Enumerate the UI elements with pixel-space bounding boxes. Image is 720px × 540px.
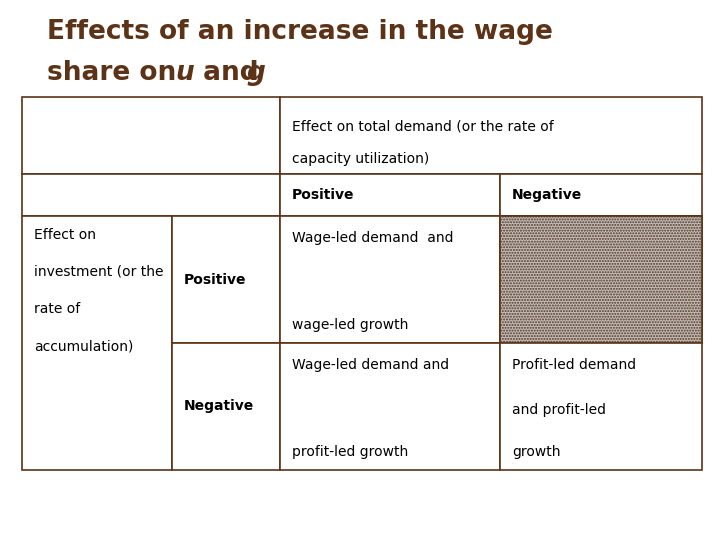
- Text: profit-led growth: profit-led growth: [292, 444, 408, 458]
- Text: g: g: [246, 59, 265, 85]
- Text: Positive: Positive: [292, 188, 354, 202]
- Text: rate of: rate of: [34, 302, 80, 316]
- Text: Positive: Positive: [184, 273, 246, 287]
- Text: Profit-led demand: Profit-led demand: [512, 358, 636, 372]
- Text: and profit-led: and profit-led: [512, 403, 606, 417]
- Text: Effect on total demand (or the rate of: Effect on total demand (or the rate of: [292, 119, 554, 133]
- Text: u: u: [175, 59, 194, 85]
- Bar: [22, 173, 280, 217]
- Bar: [280, 217, 500, 343]
- Text: ⌂: ⌂: [566, 488, 584, 515]
- Bar: [171, 343, 280, 470]
- Bar: [280, 97, 702, 173]
- Bar: [22, 97, 280, 173]
- Bar: [22, 217, 171, 470]
- Text: investment (or the: investment (or the: [34, 265, 163, 279]
- Text: Effect on: Effect on: [34, 228, 96, 241]
- Text: accumulation): accumulation): [34, 339, 133, 353]
- Text: Third International Summer School on Keynesian Macroeconomics and: Third International Summer School on Key…: [62, 491, 456, 502]
- Bar: [500, 217, 702, 343]
- Text: and: and: [194, 59, 268, 85]
- Text: share on: share on: [47, 59, 185, 85]
- Text: Negative: Negative: [184, 400, 254, 414]
- Text: uOttawa: uOttawa: [629, 497, 694, 512]
- Bar: [500, 217, 702, 343]
- Bar: [171, 217, 280, 343]
- Bar: [500, 343, 702, 470]
- Text: European Economic Policies, Berlin, 31 July - 7 August 2011: European Economic Policies, Berlin, 31 J…: [94, 515, 425, 525]
- Text: Wage-led demand  and: Wage-led demand and: [292, 231, 454, 245]
- Text: Effects of an increase in the wage: Effects of an increase in the wage: [47, 19, 553, 45]
- Text: Wage-led demand and: Wage-led demand and: [292, 358, 449, 372]
- Bar: [500, 173, 702, 217]
- Text: capacity utilization): capacity utilization): [292, 152, 429, 166]
- Text: Negative: Negative: [512, 188, 582, 202]
- Text: wage-led growth: wage-led growth: [292, 318, 408, 332]
- Bar: [280, 173, 500, 217]
- Text: growth: growth: [512, 444, 560, 458]
- Bar: [280, 343, 500, 470]
